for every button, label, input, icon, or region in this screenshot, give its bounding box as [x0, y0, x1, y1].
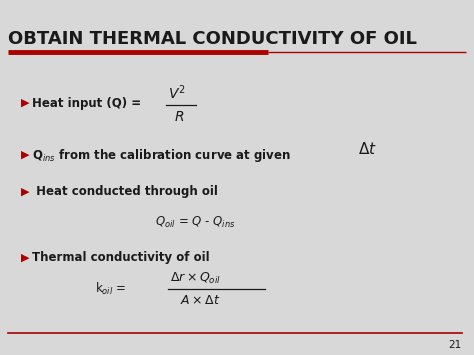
Text: $\Delta r \times Q_{oil}$: $\Delta r \times Q_{oil}$ [170, 271, 221, 285]
Text: Heat input (Q) =: Heat input (Q) = [32, 97, 145, 109]
Text: $R$: $R$ [174, 110, 184, 124]
Text: $\blacktriangleright$: $\blacktriangleright$ [18, 149, 31, 162]
Text: $\blacktriangleright$: $\blacktriangleright$ [18, 97, 31, 109]
Text: Q$_{oil}$ = Q - Q$_{ins}$: Q$_{oil}$ = Q - Q$_{ins}$ [155, 214, 236, 230]
Text: Q$_{ins}$ from the calibration curve at given: Q$_{ins}$ from the calibration curve at … [32, 147, 291, 164]
Text: $\Delta t$: $\Delta t$ [358, 141, 377, 157]
Text: Heat conducted through oil: Heat conducted through oil [32, 186, 218, 198]
Text: k$_{oil}$ =: k$_{oil}$ = [95, 281, 126, 297]
Text: OBTAIN THERMAL CONDUCTIVITY OF OIL: OBTAIN THERMAL CONDUCTIVITY OF OIL [8, 30, 417, 48]
Text: $A \times \Delta t$: $A \times \Delta t$ [180, 294, 220, 306]
Text: $V^2$: $V^2$ [168, 84, 186, 102]
Text: Thermal conductivity of oil: Thermal conductivity of oil [32, 251, 210, 264]
Text: $\blacktriangleright$: $\blacktriangleright$ [18, 186, 31, 198]
Text: 21: 21 [449, 340, 462, 350]
Text: $\blacktriangleright$: $\blacktriangleright$ [18, 252, 31, 264]
